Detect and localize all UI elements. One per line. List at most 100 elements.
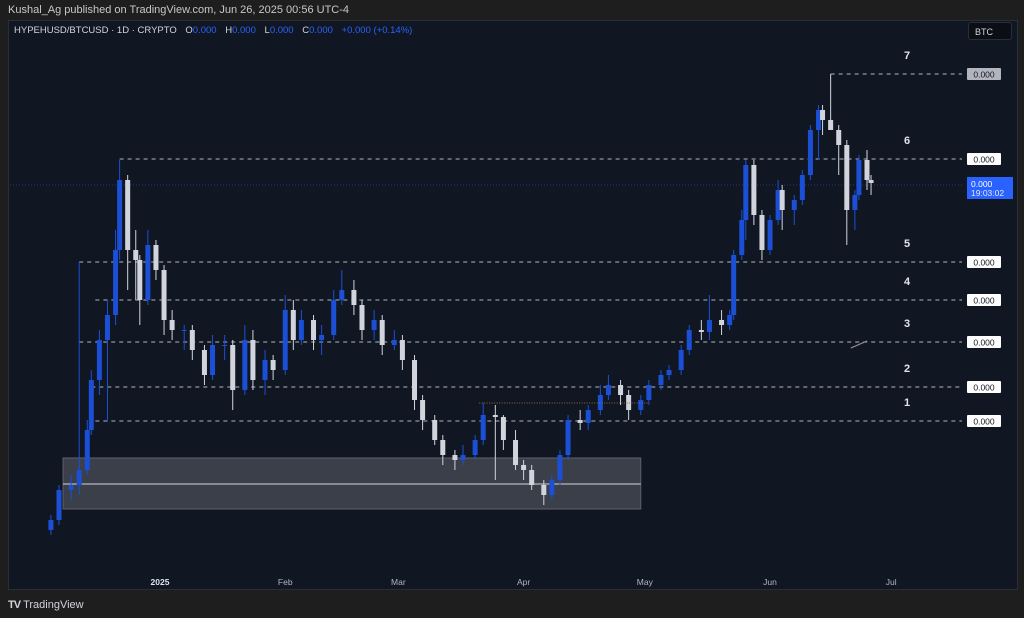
candle-body bbox=[739, 220, 745, 255]
candle-body bbox=[339, 290, 345, 300]
candle-body bbox=[169, 320, 175, 330]
candle-body bbox=[541, 485, 547, 495]
candle-body bbox=[868, 180, 874, 183]
candle-body bbox=[658, 375, 664, 385]
candle-body bbox=[222, 345, 228, 346]
candle-body bbox=[282, 310, 288, 370]
footer-brand[interactable]: TV TradingView bbox=[8, 599, 84, 611]
candle-body bbox=[230, 345, 236, 390]
candle-body bbox=[597, 395, 603, 410]
tradingview-logo-icon: TV bbox=[8, 599, 21, 611]
candle-body bbox=[379, 320, 385, 345]
level-number-2: 2 bbox=[904, 363, 910, 375]
candle-body bbox=[529, 470, 535, 485]
candle-body bbox=[585, 410, 591, 423]
x-tick-label: Mar bbox=[391, 577, 406, 587]
candle-body bbox=[432, 420, 438, 440]
candle-body bbox=[791, 200, 797, 210]
countdown-label: 19:03:02 bbox=[971, 188, 1004, 198]
candle-body bbox=[577, 420, 583, 423]
high-label: H bbox=[225, 25, 233, 36]
price-tag-bg bbox=[967, 381, 1001, 393]
candle-body bbox=[472, 440, 478, 455]
level-number-6: 6 bbox=[904, 135, 910, 147]
candle-body bbox=[145, 245, 151, 300]
publisher-line: Kushal_Ag published on TradingView.com, … bbox=[8, 4, 350, 16]
candle-body bbox=[96, 340, 102, 380]
level-price-label: 0.000 bbox=[973, 70, 995, 80]
candle-body bbox=[852, 195, 858, 210]
x-tick-label: Jun bbox=[763, 577, 777, 587]
symbol-badge[interactable]: BTC bbox=[968, 22, 1012, 40]
candle-body bbox=[820, 110, 826, 120]
candle-body bbox=[76, 470, 82, 485]
open-label: O bbox=[185, 25, 193, 36]
candle-body bbox=[371, 320, 377, 330]
candle-body bbox=[557, 455, 563, 480]
price-tag-bg bbox=[967, 256, 1001, 268]
symbol-title[interactable]: HYPEHUSD/BTCUSD · 1D · CRYPTO bbox=[14, 25, 177, 36]
candle-body bbox=[767, 220, 773, 250]
candle-body bbox=[731, 255, 737, 315]
candle-body bbox=[210, 345, 216, 375]
low-value: 0.000 bbox=[269, 25, 294, 36]
candle-body bbox=[420, 400, 426, 420]
x-tick-label: May bbox=[637, 577, 654, 587]
x-tick-label: Feb bbox=[278, 577, 293, 587]
candle-body bbox=[492, 415, 498, 417]
price-tag-bg bbox=[967, 68, 1001, 80]
x-tick-label: Apr bbox=[517, 577, 530, 587]
candle-body bbox=[799, 175, 805, 200]
close-label: C bbox=[302, 25, 310, 36]
close-value: 0.000 bbox=[309, 25, 333, 36]
candle-body bbox=[68, 485, 74, 490]
candle-body bbox=[626, 395, 632, 410]
candle-body bbox=[298, 320, 304, 340]
level-number-5: 5 bbox=[904, 238, 910, 250]
current-price-tag bbox=[967, 177, 1013, 199]
change-value: +0.000 (+0.14%) bbox=[341, 25, 413, 36]
candle-body bbox=[828, 120, 834, 130]
candle-body bbox=[816, 110, 822, 130]
price-tag-bg bbox=[967, 153, 1001, 165]
candle-body bbox=[113, 250, 119, 315]
candle-body bbox=[500, 417, 506, 440]
brand-name: TradingView bbox=[23, 599, 84, 611]
candle-body bbox=[137, 260, 143, 300]
level-price-label: 0.000 bbox=[973, 338, 995, 348]
candle-body bbox=[161, 270, 167, 320]
level-price-label: 0.000 bbox=[973, 296, 995, 306]
candle-body bbox=[513, 440, 519, 465]
candle-body bbox=[856, 160, 862, 195]
candle-body bbox=[779, 190, 785, 210]
current-price-label: 0.000 bbox=[971, 179, 993, 189]
candle-body bbox=[686, 330, 692, 350]
candle-body bbox=[117, 180, 123, 250]
candle-body bbox=[864, 160, 870, 180]
candle-body bbox=[844, 145, 850, 210]
candle-body bbox=[706, 320, 712, 332]
candle-body bbox=[181, 330, 187, 331]
candle-body bbox=[56, 490, 62, 520]
price-tag-bg bbox=[967, 415, 1001, 427]
candle-body bbox=[480, 415, 486, 440]
ohlc-legend: HYPEHUSD/BTCUSD · 1D · CRYPTO O 0.000 H 0.… bbox=[14, 25, 412, 36]
x-tick-label: Jul bbox=[886, 577, 897, 587]
candle-body bbox=[565, 420, 571, 455]
level-price-label: 0.000 bbox=[973, 258, 995, 268]
candle-body bbox=[678, 350, 684, 370]
price-tag-bg bbox=[967, 294, 1001, 306]
candle-body bbox=[440, 440, 446, 455]
candle-body bbox=[549, 480, 555, 495]
candle-body bbox=[836, 130, 842, 145]
candle-body bbox=[521, 465, 527, 470]
candle-body bbox=[391, 340, 397, 345]
candle-body bbox=[759, 215, 765, 250]
level-price-label: 0.000 bbox=[973, 155, 995, 165]
candle-body bbox=[290, 310, 296, 340]
level-number-1: 1 bbox=[904, 397, 910, 409]
candle-body bbox=[638, 400, 644, 410]
candle-body bbox=[807, 130, 813, 175]
